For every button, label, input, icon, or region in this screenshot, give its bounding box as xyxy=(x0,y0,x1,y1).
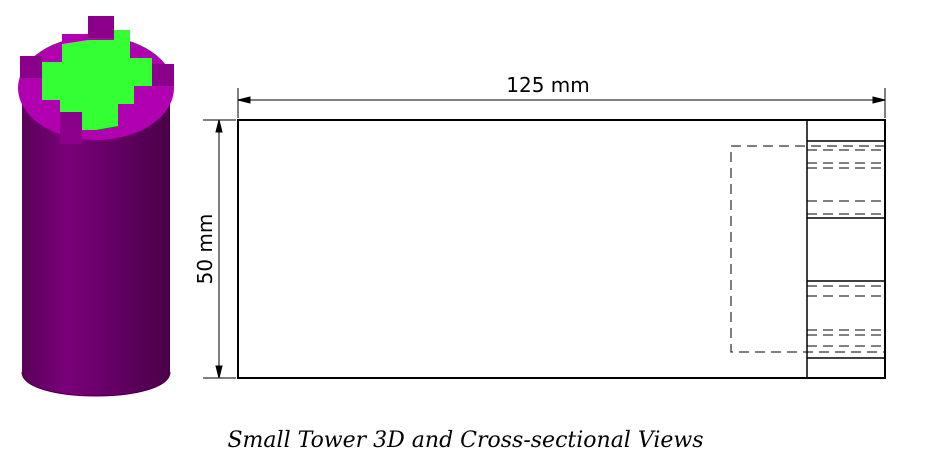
hidden-lines xyxy=(730,145,885,353)
tower-bottom-edge xyxy=(21,371,171,397)
width-dimension-label: 125 mm xyxy=(506,73,590,97)
width-arrow-right xyxy=(872,96,886,104)
section-outline xyxy=(237,119,886,379)
top-cutout-1 xyxy=(62,34,88,44)
height-dimension xyxy=(203,119,236,379)
hidden-bore-outline xyxy=(730,145,885,353)
height-dimension-label: 50 mm xyxy=(193,214,217,285)
height-arrow-bottom xyxy=(215,365,223,379)
width-dimension xyxy=(237,88,886,118)
width-arrow-left xyxy=(237,96,251,104)
top-cutout-3 xyxy=(42,100,60,112)
rim-notch-top xyxy=(88,16,114,38)
rim-notch-right xyxy=(148,64,174,86)
cross-section-drawing xyxy=(203,88,886,379)
figure-caption: Small Tower 3D and Cross-sectional Views xyxy=(227,428,704,453)
height-arrow-top xyxy=(215,119,223,133)
tower-body xyxy=(22,92,170,396)
tower-3d-view xyxy=(18,16,174,397)
rim-notch-front xyxy=(60,110,82,144)
top-cutout-2 xyxy=(134,86,152,104)
tower-top-face xyxy=(42,30,152,130)
rim-notch-left xyxy=(20,56,42,78)
top-cutout-4 xyxy=(118,104,134,126)
